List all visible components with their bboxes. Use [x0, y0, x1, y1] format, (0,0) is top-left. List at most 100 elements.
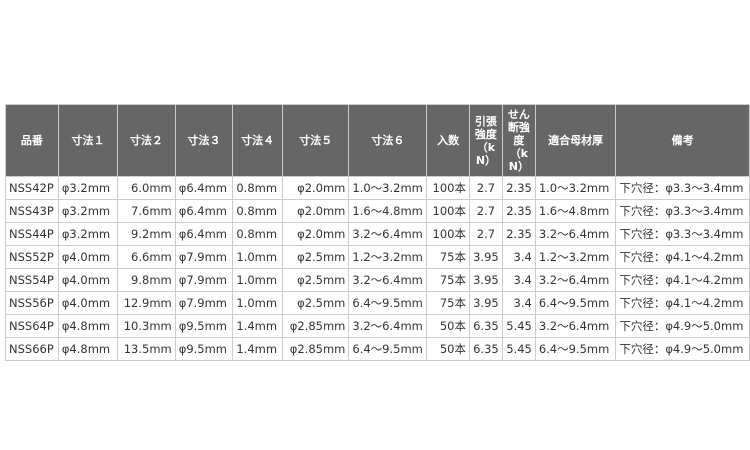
table-cell: NSS42P	[5, 176, 59, 200]
table-cell: 2.35	[501, 176, 536, 200]
table-cell: 1.6～4.8mm	[348, 199, 428, 223]
table-cell: 3.2～6.4mm	[348, 314, 428, 338]
table-cell: φ4.8mm	[57, 314, 119, 338]
table-cell: 下穴径：φ4.1～4.2mm	[615, 268, 750, 292]
header-row: 品番 寸法１ 寸法２ 寸法３ 寸法４ 寸法５ 寸法６ 入数 引張強度（kN） せん断強度（kN）適…	[5, 104, 750, 177]
table-cell: 12.9mm	[117, 291, 176, 315]
column-header: 寸法６	[348, 104, 428, 177]
table-cell: φ6.4mm	[174, 176, 234, 200]
table-cell: 下穴径：φ4.9～5.0mm	[615, 314, 750, 338]
column-header: 寸法２	[117, 104, 176, 177]
table-cell: 5.45	[501, 314, 536, 338]
table-cell: 0.8mm	[232, 199, 284, 223]
table-row: NSS66P φ4.8mm 13.5mm φ9.5mm 1.4mm φ2.85mm 6.4～…	[5, 337, 750, 361]
column-header: 入数	[426, 104, 470, 177]
table-cell: 100本	[426, 176, 470, 200]
column-header: 引張強度（kN）	[468, 104, 503, 177]
table-cell: 3.2～6.4mm	[348, 222, 428, 246]
table-cell: 1.4mm	[232, 337, 284, 361]
table-cell: 3.2～6.4mm	[534, 222, 617, 246]
table-cell: 下穴径：φ3.3～3.4mm	[615, 199, 750, 223]
table-cell: 1.2～3.2mm	[348, 245, 428, 269]
table-cell: NSS56P	[5, 291, 59, 315]
table-cell: 75本	[426, 245, 470, 269]
column-header: 寸法３	[174, 104, 234, 177]
table-cell: NSS43P	[5, 199, 59, 223]
table-cell: 下穴径：φ3.3～3.4mm	[615, 222, 750, 246]
table-cell: 0.8mm	[232, 176, 284, 200]
table-cell: φ6.4mm	[174, 222, 234, 246]
table-cell: 下穴径：φ4.9～5.0mm	[615, 337, 750, 361]
column-header: 備考	[615, 104, 750, 177]
table-cell: φ2.5mm	[282, 291, 350, 315]
table-cell: 5.45	[501, 337, 536, 361]
table-cell: 6.35	[468, 337, 503, 361]
table-cell: 3.95	[468, 291, 503, 315]
table-row: NSS44P φ3.2mm 9.2mm φ6.4mm 0.8mm φ2.0mm 3.2～6.…	[5, 222, 750, 246]
table-cell: 1.0mm	[232, 245, 284, 269]
table-cell: 下穴径：φ4.1～4.2mm	[615, 291, 750, 315]
table-cell: 13.5mm	[117, 337, 176, 361]
table-cell: 6.0mm	[117, 176, 176, 200]
table-cell: 1.6～4.8mm	[534, 199, 617, 223]
column-header: 寸法５	[282, 104, 350, 177]
table-cell: NSS64P	[5, 314, 59, 338]
table-cell: φ2.0mm	[282, 176, 350, 200]
table-cell: φ7.9mm	[174, 245, 234, 269]
column-header: 寸法１	[57, 104, 119, 177]
table-cell: φ4.8mm	[57, 337, 119, 361]
table-cell: 2.7	[468, 222, 503, 246]
column-header: 適合母材厚	[534, 104, 617, 177]
column-header: せん断強度（kN）	[501, 104, 536, 177]
table-cell: 75本	[426, 268, 470, 292]
table-cell: φ4.0mm	[57, 268, 119, 292]
table-cell: φ2.0mm	[282, 199, 350, 223]
table-cell: 3.95	[468, 245, 503, 269]
table-row: NSS64P φ4.8mm 10.3mm φ9.5mm 1.4mm φ2.85mm 3.2～…	[5, 314, 750, 338]
table-cell: 75本	[426, 291, 470, 315]
table-cell: 6.4～9.5mm	[534, 337, 617, 361]
table-cell: 0.8mm	[232, 222, 284, 246]
table-cell: 2.35	[501, 199, 536, 223]
table-cell: φ7.9mm	[174, 291, 234, 315]
table-cell: 50本	[426, 314, 470, 338]
table-cell: 2.7	[468, 176, 503, 200]
table-cell: φ3.2mm	[57, 222, 119, 246]
table-cell: φ2.0mm	[282, 222, 350, 246]
table-cell: 2.7	[468, 199, 503, 223]
table-cell: φ3.2mm	[57, 199, 119, 223]
table-cell: 9.2mm	[117, 222, 176, 246]
table-cell: φ2.5mm	[282, 268, 350, 292]
table-row: NSS56P φ4.0mm 12.9mm φ7.9mm 1.0mm φ2.5mm 6.4～9…	[5, 291, 750, 315]
table-row: NSS54P φ4.0mm 9.8mm φ7.9mm 1.0mm φ2.5mm 3.2～6.…	[5, 268, 750, 292]
column-header: 寸法４	[232, 104, 284, 177]
table-cell: φ4.0mm	[57, 291, 119, 315]
table-cell: 下穴径：φ3.3～3.4mm	[615, 176, 750, 200]
table-cell: NSS66P	[5, 337, 59, 361]
table-cell: 6.4～9.5mm	[348, 291, 428, 315]
table-cell: 3.4	[501, 291, 536, 315]
table-cell: φ2.85mm	[282, 314, 350, 338]
table-cell: 9.8mm	[117, 268, 176, 292]
table-cell: φ3.2mm	[57, 176, 119, 200]
table-cell: NSS44P	[5, 222, 59, 246]
spec-table: 品番 寸法１ 寸法２ 寸法３ 寸法４ 寸法５ 寸法６ 入数 引張強度（kN） せん断強度（kN）適…	[5, 104, 750, 361]
table-cell: 6.4～9.5mm	[534, 291, 617, 315]
table-cell: φ7.9mm	[174, 268, 234, 292]
table-cell: 1.0～3.2mm	[534, 176, 617, 200]
table-cell: 100本	[426, 199, 470, 223]
table-cell: NSS52P	[5, 245, 59, 269]
table-cell: φ4.0mm	[57, 245, 119, 269]
table-cell: 6.4～9.5mm	[348, 337, 428, 361]
table-cell: 6.6mm	[117, 245, 176, 269]
table-cell: 50本	[426, 337, 470, 361]
table-cell: 1.0～3.2mm	[348, 176, 428, 200]
table-row: NSS42P φ3.2mm 6.0mm φ6.4mm 0.8mm φ2.0mm 1.0～3.…	[5, 176, 750, 200]
table-cell: φ9.5mm	[174, 337, 234, 361]
table-cell: 1.0mm	[232, 268, 284, 292]
table-cell: 3.4	[501, 268, 536, 292]
table-cell: 3.2～6.4mm	[534, 314, 617, 338]
table-cell: φ2.5mm	[282, 245, 350, 269]
table-cell: 2.35	[501, 222, 536, 246]
table-row: NSS43P φ3.2mm 7.6mm φ6.4mm 0.8mm φ2.0mm 1.6～4.…	[5, 199, 750, 223]
